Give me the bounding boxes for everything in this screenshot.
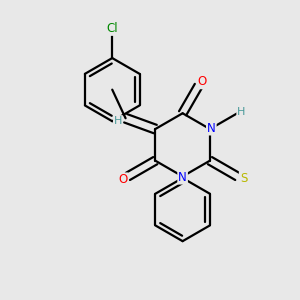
Text: O: O xyxy=(118,173,128,186)
Text: N: N xyxy=(178,171,187,184)
Text: O: O xyxy=(197,75,206,88)
Text: S: S xyxy=(240,172,247,184)
Text: H: H xyxy=(114,116,122,126)
Text: H: H xyxy=(237,107,246,117)
Text: Cl: Cl xyxy=(106,22,118,35)
Text: N: N xyxy=(207,122,216,134)
